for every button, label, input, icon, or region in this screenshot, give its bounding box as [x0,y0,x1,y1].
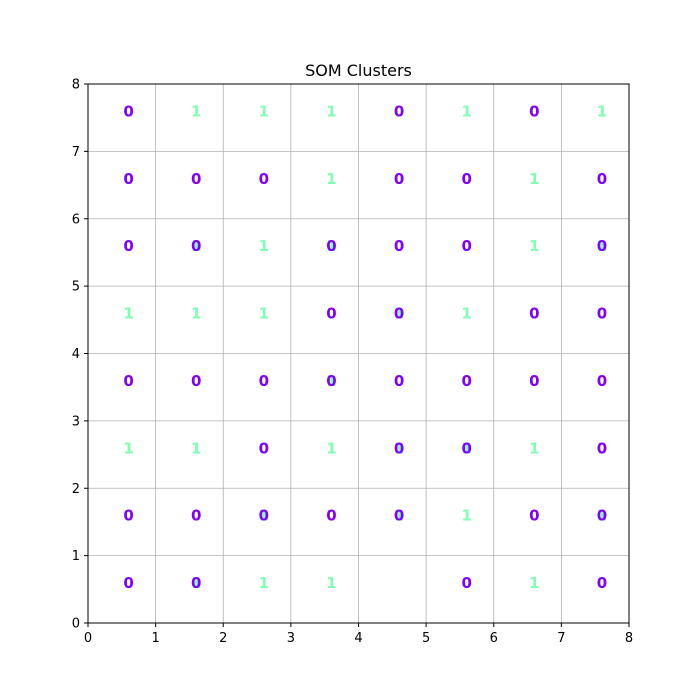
y-tick-label: 0 [72,617,80,632]
x-tick-label: 7 [557,631,565,646]
cluster-label: 1 [191,574,201,592]
cluster-label: 0 [191,574,201,592]
cluster-label: 0 [597,305,607,323]
cluster-label: 0 [394,507,404,525]
cluster-label: 0 [123,170,133,188]
x-tick-label: 3 [287,631,295,646]
x-tick-label: 2 [219,631,227,646]
cluster-label: 0 [259,372,269,390]
cluster-label: 0 [123,237,133,255]
cluster-label: 0 [597,237,607,255]
cluster-label: 0 [259,439,269,457]
grid-lines [87,83,630,624]
cluster-label: 1 [529,237,539,255]
x-tick-label: 1 [151,631,159,646]
cluster-label: 0 [597,507,607,525]
cluster-label: 1 [597,102,607,120]
y-tick-label: 3 [72,414,80,429]
cluster-label: 0 [461,372,471,390]
cluster-label: 1 [259,507,269,525]
cluster-label: 1 [529,439,539,457]
cluster-label: 0 [123,372,133,390]
cluster-label: 1 [461,102,471,120]
cluster-label: 1 [326,372,336,390]
cluster-label: 1 [259,305,269,323]
cluster-label: 1 [597,507,607,525]
x-tick-label: 8 [625,631,633,646]
cluster-label: 0 [123,102,133,120]
y-tick-label: 5 [72,280,80,295]
cluster-label: 0 [123,574,133,592]
chart-title: SOM Clusters [305,61,412,80]
cluster-label: 0 [529,372,539,390]
cluster-label: 1 [191,305,201,323]
y-tick-label: 2 [72,482,80,497]
cluster-label: 0 [597,372,607,390]
cluster-label: 0 [394,305,404,323]
cluster-label: 0 [597,574,607,592]
cluster-labels: 0 1 1 1 0 1 0 10 0 0 1 0 0 1 00 10 1 10 0 0 1 101 1 1 0 10 1 0 00 0 0 1… [123,102,607,592]
cluster-label: 1 [394,507,404,525]
cluster-label: 1 [597,237,607,255]
cluster-label: 0 [394,439,404,457]
cluster-label: 0 [326,237,336,255]
cluster-label: 0 [529,102,539,120]
cluster-label: 0 [191,170,201,188]
cluster-label: 1 [191,439,201,457]
cluster-label: 1 [461,439,471,457]
cluster-label: 0 [191,507,201,525]
cluster-label: 0 [394,237,404,255]
cluster-label: 0 [394,372,404,390]
cluster-label: 1 [326,574,336,592]
cluster-label: 1 [259,574,269,592]
cluster-label: 0 [529,507,539,525]
cluster-label: 0 [461,439,471,457]
cluster-label: 0 [123,507,133,525]
cluster-label: 1 [529,574,539,592]
cluster-label: 1 [394,305,404,323]
cluster-label: 1 [326,170,336,188]
cluster-label: 1 [191,102,201,120]
cluster-label: 1 [394,439,404,457]
cluster-label: 0 [529,305,539,323]
cluster-label: 1 [326,439,336,457]
cluster-label: 0 [461,170,471,188]
cluster-label: 1 [123,439,133,457]
y-tick-label: 7 [72,145,80,160]
cluster-label: 1 [461,507,471,525]
cluster-label: 1 [191,237,201,255]
y-tick-label: 6 [72,212,80,227]
cluster-label: 0 [326,372,336,390]
cluster-label: 1 [326,237,336,255]
cluster-label: 0 [461,237,471,255]
cluster-label: 0 [597,439,607,457]
y-tick-label: 8 [72,78,80,93]
y-tick-label: 4 [72,347,80,362]
cluster-label: 1 [259,102,269,120]
x-tick-label: 5 [422,631,430,646]
x-tick-label: 6 [490,631,498,646]
cluster-label: 1 [461,305,471,323]
cluster-label: 0 [326,305,336,323]
cluster-label: 1 [123,305,133,323]
y-tick-label: 1 [72,549,80,564]
cluster-label: 0 [259,507,269,525]
cluster-label: 1 [326,102,336,120]
cluster-label: 0 [326,507,336,525]
cluster-label: 1 [529,170,539,188]
cluster-label: 0 [597,170,607,188]
cluster-label: 0 [394,102,404,120]
cluster-label: 0 [191,237,201,255]
cluster-label: 1 [259,237,269,255]
x-tick-label: 4 [354,631,362,646]
cluster-label: 0 [461,574,471,592]
cluster-label: 0 [191,372,201,390]
cluster-label: 0 [394,170,404,188]
cluster-label: 0 [259,170,269,188]
x-tick-label: 0 [84,631,92,646]
